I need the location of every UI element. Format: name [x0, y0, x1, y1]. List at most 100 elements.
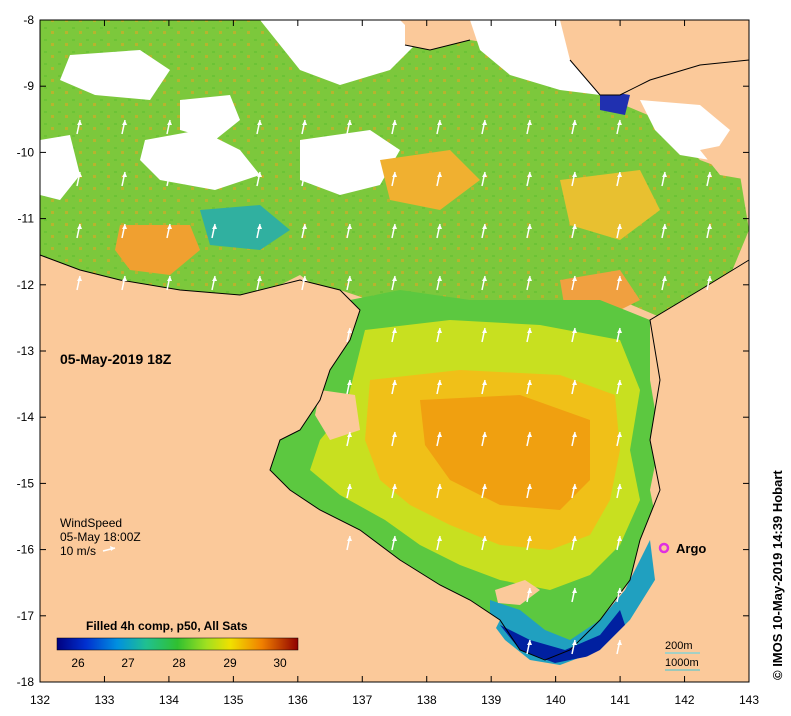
- wind-arrow-head: [662, 120, 667, 125]
- y-tick-label: -17: [17, 609, 35, 623]
- wind-arrow-head: [392, 380, 397, 385]
- wind-vectors: [76, 119, 712, 655]
- y-tick-label: -10: [17, 145, 35, 159]
- wind-arrow-head: [257, 276, 262, 281]
- wind-arrow-head: [302, 276, 307, 281]
- credit-label: © IMOS 10-May-2019 14:39 Hobart: [770, 470, 785, 680]
- coastline-north: [404, 39, 750, 96]
- x-tick-label: 142: [675, 693, 695, 707]
- wind-arrow-head: [617, 328, 622, 333]
- wind-arrow-head: [392, 224, 397, 229]
- x-tick-label: 137: [352, 693, 372, 707]
- wind-arrow-head: [257, 224, 262, 229]
- cape-york-peninsula: [560, 260, 749, 682]
- wind-arrow-head: [482, 328, 487, 333]
- warm-patch: [380, 150, 480, 210]
- wind-scale-arrow: [102, 546, 116, 552]
- wind-arrow-head: [662, 276, 667, 281]
- y-tick-label: -13: [17, 344, 35, 358]
- y-tick-label: -8: [23, 13, 34, 27]
- wind-arrow-head: [392, 536, 397, 541]
- mornington-island: [495, 580, 540, 605]
- wind-arrow-head: [437, 536, 442, 541]
- wind-arrow-head: [347, 484, 352, 489]
- groote-eylandt: [315, 390, 360, 440]
- y-tick-label: -9: [23, 79, 34, 93]
- wind-arrow-head: [347, 276, 352, 281]
- wind-arrow-head: [347, 536, 352, 541]
- wind-arrow-head: [572, 536, 577, 541]
- wind-arrow-head: [617, 224, 622, 229]
- wind-arrow-head: [572, 640, 577, 645]
- wind-arrow-head: [482, 484, 487, 489]
- wind-arrow-head: [257, 120, 262, 125]
- x-tick-label: 132: [30, 693, 50, 707]
- wind-arrow-head: [77, 224, 82, 229]
- argo-label: Argo: [676, 541, 706, 556]
- wind-arrow-head: [392, 484, 397, 489]
- wind-arrow-head: [482, 536, 487, 541]
- y-tick-label: -18: [17, 675, 35, 689]
- coastal-islands: [280, 275, 320, 300]
- wind-arrow-head: [302, 172, 307, 177]
- wind-arrow-head: [572, 276, 577, 281]
- wind-arrow-head: [437, 172, 442, 177]
- wind-arrow-head: [347, 120, 352, 125]
- wind-arrow-head: [707, 120, 712, 125]
- gulf-core: [420, 395, 590, 510]
- wind-arrow-head: [527, 380, 532, 385]
- wind-arrow-head: [572, 120, 577, 125]
- colorbar-tick: 27: [121, 656, 135, 670]
- cloud-patch: [40, 135, 80, 200]
- x-tick-label: 136: [288, 693, 308, 707]
- wind-arrow-head: [662, 224, 667, 229]
- wind-arrow-head: [392, 120, 397, 125]
- y-tick-label: -16: [17, 543, 35, 557]
- wind-arrow-head: [167, 172, 172, 177]
- wind-arrow-head: [392, 276, 397, 281]
- wind-arrow-head: [437, 484, 442, 489]
- wind-arrow-head: [437, 120, 442, 125]
- x-tick-label: 135: [223, 693, 243, 707]
- wind-arrow-head: [617, 588, 622, 593]
- new-guinea-coast: [405, 20, 470, 50]
- y-tick-label: -15: [17, 476, 35, 490]
- y-tick-label: -14: [17, 410, 35, 424]
- x-tick-label: 143: [739, 693, 759, 707]
- wind-arrow-head: [212, 120, 217, 125]
- colorbar-title: Filled 4h comp, p50, All Sats: [86, 619, 248, 633]
- gulf-cold-margin: [500, 610, 625, 663]
- wind-arrow-head: [617, 484, 622, 489]
- colorbar-tick: 30: [273, 656, 287, 670]
- wind-arrow-head: [617, 276, 622, 281]
- wind-arrow-head: [482, 120, 487, 125]
- wind-arrow-head: [617, 432, 622, 437]
- cloud-patch: [640, 100, 730, 160]
- wind-arrow-head: [617, 536, 622, 541]
- wind-arrow-head: [482, 432, 487, 437]
- cloud-patch: [60, 50, 170, 100]
- cool-patch: [600, 90, 630, 115]
- wind-arrow-head: [392, 432, 397, 437]
- wind-arrow-head: [527, 276, 532, 281]
- x-tick-label: 134: [159, 693, 179, 707]
- axes: 132 133 134 135 136 137 138 139 140 141 142 143 -8 -9…: [17, 13, 760, 707]
- wind-legend-scale: 10 m/s: [60, 544, 96, 558]
- wind-arrow-head: [707, 224, 712, 229]
- wind-arrow-head: [527, 224, 532, 229]
- wind-arrow-head: [617, 380, 622, 385]
- wind-arrow-head: [527, 484, 532, 489]
- wind-arrow-head: [527, 432, 532, 437]
- y-tick-label: -11: [18, 212, 35, 226]
- wind-arrow-head: [437, 224, 442, 229]
- x-tick-label: 133: [94, 693, 114, 707]
- wind-arrow-head: [347, 380, 352, 385]
- wind-arrow-head: [437, 380, 442, 385]
- new-guinea-land: [560, 20, 749, 95]
- x-tick-label: 140: [546, 693, 566, 707]
- wind-legend-time: 05-May 18:00Z: [60, 530, 141, 544]
- wind-arrow-head: [482, 224, 487, 229]
- wind-arrow-head: [347, 224, 352, 229]
- plot-area: Argo 05-May-2019 18Z WindSpeed 05-May 18…: [39, 19, 750, 683]
